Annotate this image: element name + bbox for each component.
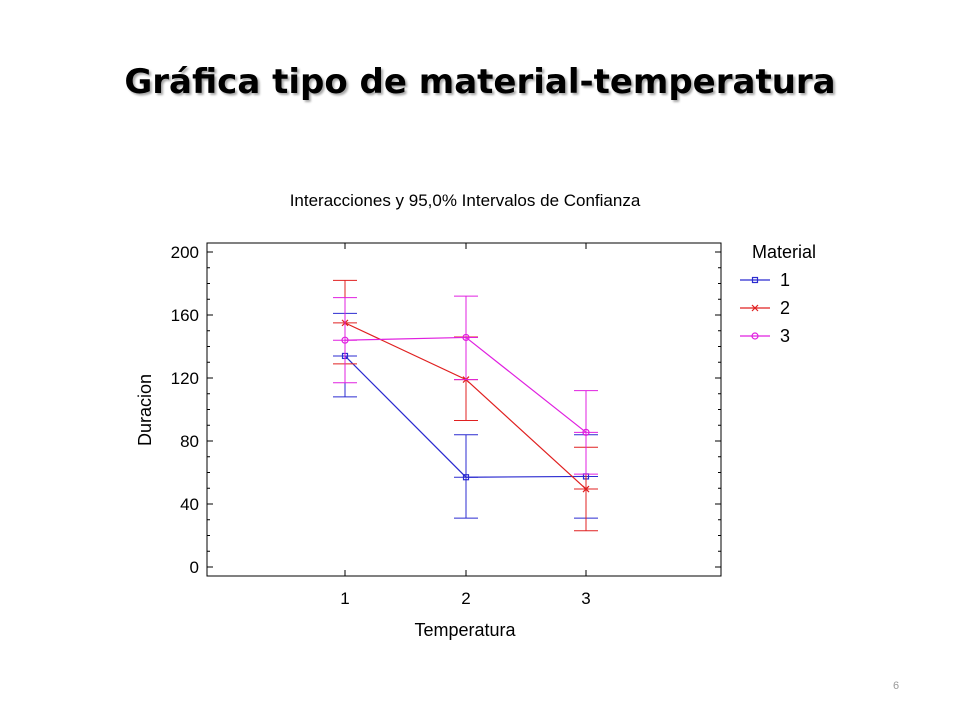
series-3 [333,295,598,475]
marker-circle [751,332,759,340]
x-tick-label: 2 [461,589,470,608]
legend-label: 3 [780,326,790,346]
marker-circle [341,336,349,344]
y-tick-label: 120 [171,369,199,388]
legend: Material 1 2 3 [740,242,816,346]
y-axis-label: Duracion [135,374,155,446]
marker-square [462,474,470,481]
y-tick-label: 0 [190,558,199,577]
slide-title: Gráfica tipo de material-temperatura [124,62,836,102]
x-tick-label: 3 [581,589,590,608]
x-tick-label: 1 [340,589,349,608]
x-axis-label: Temperatura [414,620,516,640]
marker-x-b [582,485,590,493]
series-line [344,355,587,478]
series-layer [333,279,598,532]
page-number: 6 [893,680,900,692]
x-axis: 1 2 3 [340,243,591,608]
y-tick-label: 200 [171,243,199,262]
plot-frame [206,242,722,577]
y-tick-label: 40 [180,495,199,514]
legend-title: Material [752,242,816,262]
legend-label: 1 [780,270,790,290]
y-tick-label: 160 [171,306,199,325]
y-tick-label: 80 [180,432,199,451]
chart-title: Interacciones y 95,0% Intervalos de Conf… [290,191,641,210]
marker-circle [582,428,590,436]
y-axis: 0 40 80 120 160 200 [171,243,721,577]
legend-label: 2 [780,298,790,318]
marker-x-b [751,304,759,312]
marker-circle [462,333,470,342]
marker-square [751,276,759,284]
series-line [344,336,587,433]
